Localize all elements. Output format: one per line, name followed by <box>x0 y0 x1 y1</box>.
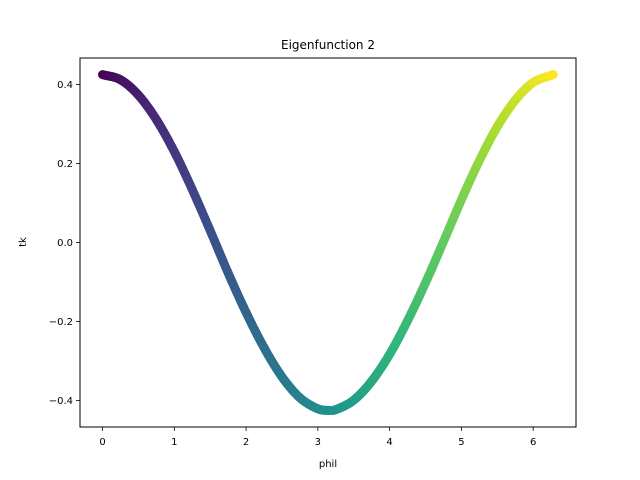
x-axis-label: phil <box>319 459 337 470</box>
y-axis-ticks: −0.4 −0.2 0.0 0.2 0.4 <box>49 80 80 407</box>
scatter-points <box>98 70 558 415</box>
scatter-point <box>548 70 558 80</box>
x-tick-label: 4 <box>386 437 392 448</box>
x-tick-label: 3 <box>315 437 321 448</box>
y-tick-label: 0.0 <box>57 238 73 249</box>
chart-title: Eigenfunction 2 <box>281 38 375 52</box>
x-tick-label: 1 <box>171 437 177 448</box>
y-axis-label: tk <box>18 237 29 247</box>
x-tick-label: 5 <box>458 437 464 448</box>
y-tick-label: 0.2 <box>57 159 73 170</box>
x-tick-label: 6 <box>530 437 536 448</box>
y-tick-label: −0.4 <box>49 396 73 407</box>
x-tick-label: 0 <box>99 437 105 448</box>
x-axis-ticks: 0 1 2 3 4 5 6 <box>99 427 536 448</box>
y-tick-label: −0.2 <box>49 317 73 328</box>
y-tick-label: 0.4 <box>57 80 73 91</box>
x-tick-label: 2 <box>243 437 249 448</box>
